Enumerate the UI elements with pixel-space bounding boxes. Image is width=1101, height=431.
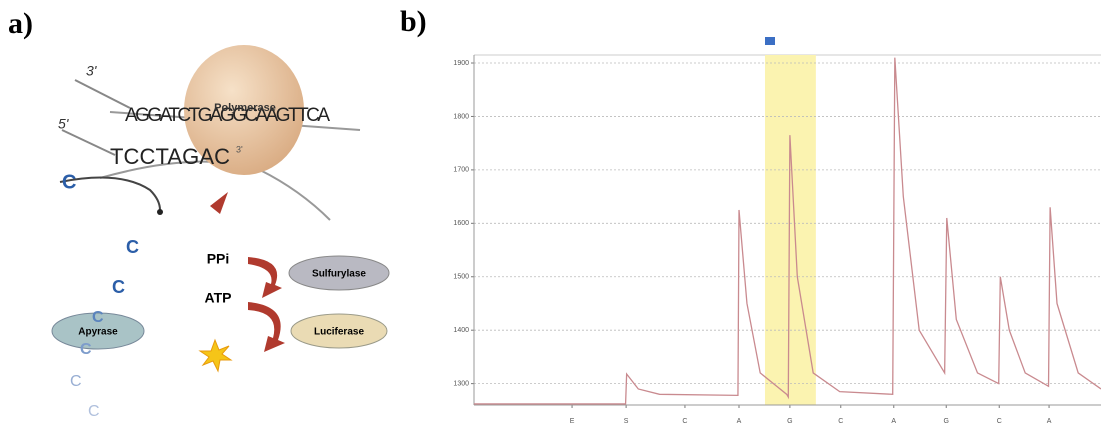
- nucleotide: C: [70, 373, 82, 390]
- y-tick-label: 1500: [453, 274, 469, 281]
- linker: [59, 176, 161, 211]
- nucleotide: C: [126, 237, 139, 257]
- arrow: [248, 257, 282, 298]
- y-tick-label: 1800: [453, 113, 469, 120]
- strand: [74, 79, 131, 109]
- y-tick-label: 1700: [453, 167, 469, 174]
- sequence: TCCTAGAC: [110, 144, 230, 169]
- x-tick-label: C: [997, 418, 1002, 425]
- polymerase-shape: [184, 45, 304, 175]
- strand: [99, 160, 331, 221]
- nucleotide: C: [112, 277, 125, 297]
- label: 5': [58, 116, 70, 132]
- dot: [157, 209, 163, 215]
- label: 3': [86, 63, 98, 79]
- arrow: [210, 192, 228, 214]
- nucleotide: C: [62, 171, 76, 193]
- label: Sulfurylase: [312, 269, 366, 280]
- x-tick-label: G: [787, 418, 792, 425]
- sequence: AGGATCTGAGGCAAGTTCA: [125, 105, 330, 126]
- label: Apyrase: [78, 327, 118, 338]
- highlight: [764, 55, 816, 405]
- label: 3': [236, 144, 243, 154]
- y-tick-label: 1300: [453, 380, 469, 387]
- marker: [765, 37, 775, 45]
- diagram: 3' 5' AGGATCTGAGGCAAGTTCA TCCTAGAC 3' Po…: [51, 45, 390, 420]
- enzyme: [51, 312, 145, 350]
- panel-label: a): [8, 7, 33, 40]
- x-tick-label: E: [570, 418, 575, 425]
- label: PPi: [207, 251, 230, 267]
- label: ATP: [205, 290, 232, 306]
- enzyme: [288, 255, 390, 291]
- light: [198, 338, 233, 373]
- x-tick-label: C: [682, 418, 687, 425]
- y-tick-label: 1400: [453, 327, 469, 334]
- enzyme: [290, 313, 388, 349]
- arrow: [248, 302, 285, 352]
- strand: [61, 129, 116, 156]
- x-tick-label: A: [1047, 418, 1052, 425]
- nucleotide: C: [88, 403, 100, 420]
- y-tick-label: 1900: [453, 60, 469, 67]
- y-tick-label: 1600: [453, 220, 469, 227]
- label: Luciferase: [314, 327, 364, 338]
- label: Polymerase: [214, 102, 276, 114]
- x-tick-label: A: [891, 418, 896, 425]
- trace: [474, 57, 1101, 405]
- nucleotide: C: [92, 309, 104, 326]
- nucleotide: C: [80, 341, 92, 358]
- panel-label: b): [400, 5, 427, 38]
- x-tick-label: A: [737, 418, 742, 425]
- x-tick-label: G: [944, 418, 949, 425]
- x-tick-label: C: [838, 418, 843, 425]
- x-tick-label: S: [624, 418, 629, 425]
- pyrogram: 1300 1400 1500 1600 1700 1800 1900 E S C A G C A G C A: [453, 37, 1101, 425]
